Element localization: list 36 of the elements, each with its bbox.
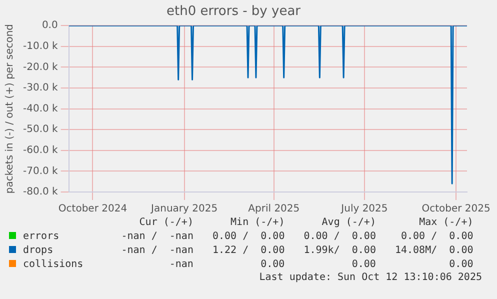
x-tick-label: April 2025 [248,204,300,215]
text: -nan / -nan [120,230,194,244]
y-tick-label: -40.0 k [23,103,58,114]
y-tick-label: -30.0 k [23,82,58,94]
chart-title: eth0 errors - by year [166,4,302,20]
y-tick-label: -20.0 k [23,62,58,73]
text: 0.00 [260,258,286,272]
x-tick-label: January 2025 [150,204,218,215]
text: Min (-/+) [230,216,286,230]
legend-label: collisions [22,258,84,272]
text: 1.99k/ 0.00 [302,244,377,258]
text: Cur (-/+) [138,216,194,230]
text: 0.00 / 0.00 [211,230,286,244]
text: -nan [168,258,194,272]
y-tick-label: 0.0 [42,20,58,32]
x-tick-label: July 2025 [340,204,388,215]
text: 14.08M/ 0.00 [394,244,474,258]
text: 0.00 [448,258,474,272]
legend-label: errors [22,230,60,244]
text: Last update: Sun Oct 12 13:10:06 2025 [258,272,482,283]
text: 0.00 [350,258,377,272]
text: -nan / -nan [120,244,194,258]
text: 0.00 / 0.00 [302,230,377,244]
text: Max (-/+) [418,216,474,230]
text: 0.00 / 0.00 [400,230,474,244]
x-tick-label: October 2024 [58,204,128,215]
text: Avg (-/+) [320,216,377,230]
y-axis-title: packets in (-) / out (+) per second [4,24,16,194]
y-tick-label: -60.0 k [23,144,58,156]
y-tick-label: -50.0 k [23,124,58,136]
y-tick-label: -70.0 k [23,166,58,177]
text: 1.22 / 0.00 [211,244,286,258]
x-tick-label: October 2025 [422,204,490,215]
y-tick-label: -80.0 k [23,186,58,198]
y-tick-label: -10.0 k [23,40,58,52]
legend-label: drops [22,244,54,258]
